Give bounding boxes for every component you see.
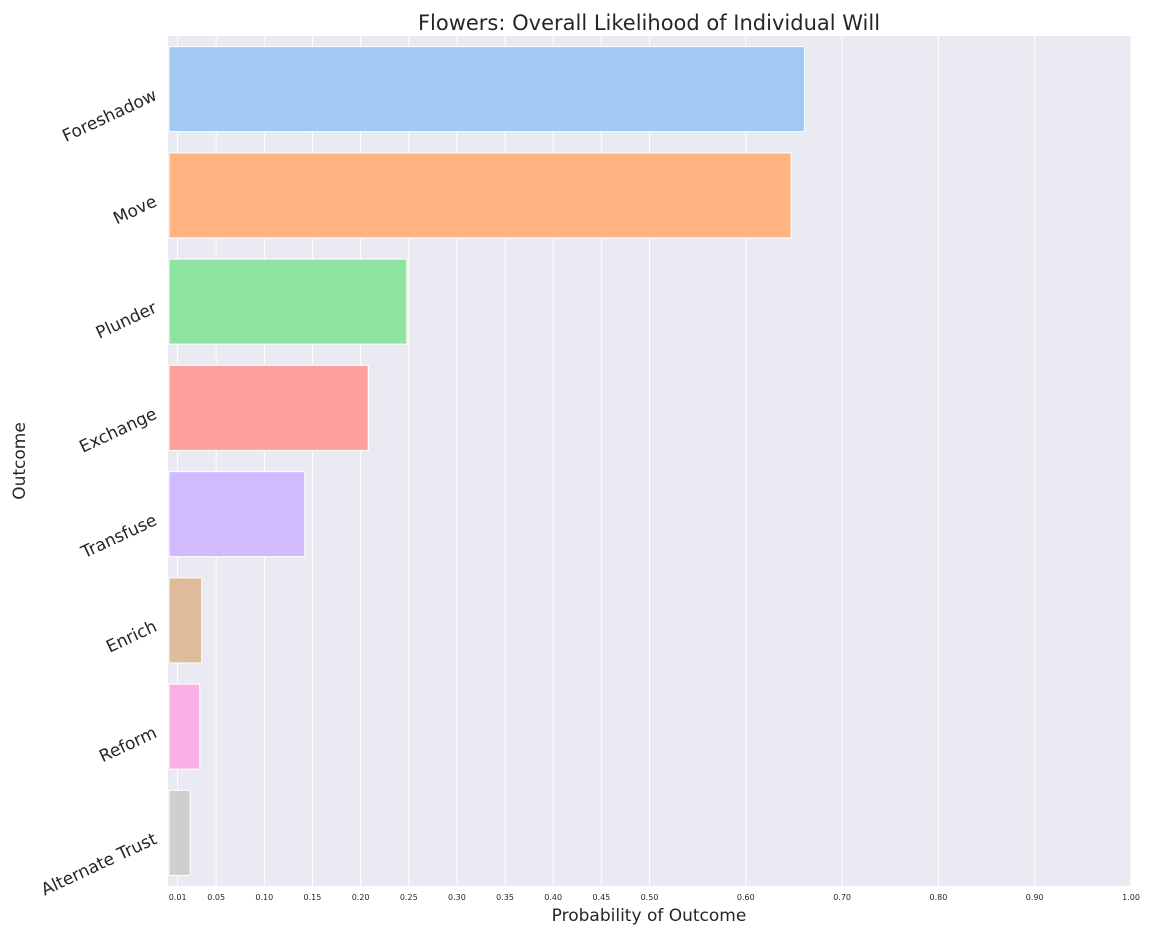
x-tick-label: 0.40 [544,893,562,902]
category-label: Foreshadow [59,85,160,146]
category-label: Alternate Trust [38,829,160,900]
x-tick-label: 0.45 [592,893,610,902]
bar-foreshadow [168,46,806,133]
category-label: Move [110,192,160,229]
x-tick-label: 0.15 [304,893,322,902]
x-tick-label: 0.30 [448,893,466,902]
x-tick-label: 0.25 [400,893,418,902]
bar-reform [168,683,201,770]
x-tick-labels: 0.01 0.05 0.10 0.15 0.20 0.25 0.30 0.35 0.40 0.45… [169,893,1140,902]
category-label: Exchange [76,404,160,457]
category-label: Plunder [93,298,160,344]
bar-enrich [168,577,203,664]
x-tick-label: 0.35 [496,893,514,902]
x-tick-label: 0.60 [737,893,755,902]
bar-exchange [168,364,369,451]
chart-title: Flowers: Overall Likelihood of Individua… [418,11,880,35]
x-tick-label: 0.01 [169,893,187,902]
bar-plunder [168,258,408,345]
x-tick-label: 0.80 [929,893,947,902]
x-tick-label: 0.10 [255,893,273,902]
bar-move [168,152,792,239]
x-tick-label: 1.00 [1122,893,1140,902]
x-tick-label: 0.50 [641,893,659,902]
x-tick-label: 0.70 [833,893,851,902]
x-tick-label: 0.20 [352,893,370,902]
category-labels: Foreshadow Move Plunder Exchange Transfuse En… [38,85,160,900]
bar-transfuse [168,471,306,558]
bars [168,46,806,876]
bar-alternate-trust [168,789,191,876]
category-label: Enrich [103,617,160,658]
y-axis-label: Outcome [10,422,30,500]
category-label: Transfuse [77,511,160,564]
category-label: Reform [96,723,160,767]
x-tick-label: 0.05 [207,893,225,902]
x-axis-label: Probability of Outcome [552,906,747,926]
x-tick-label: 0.90 [1026,893,1044,902]
